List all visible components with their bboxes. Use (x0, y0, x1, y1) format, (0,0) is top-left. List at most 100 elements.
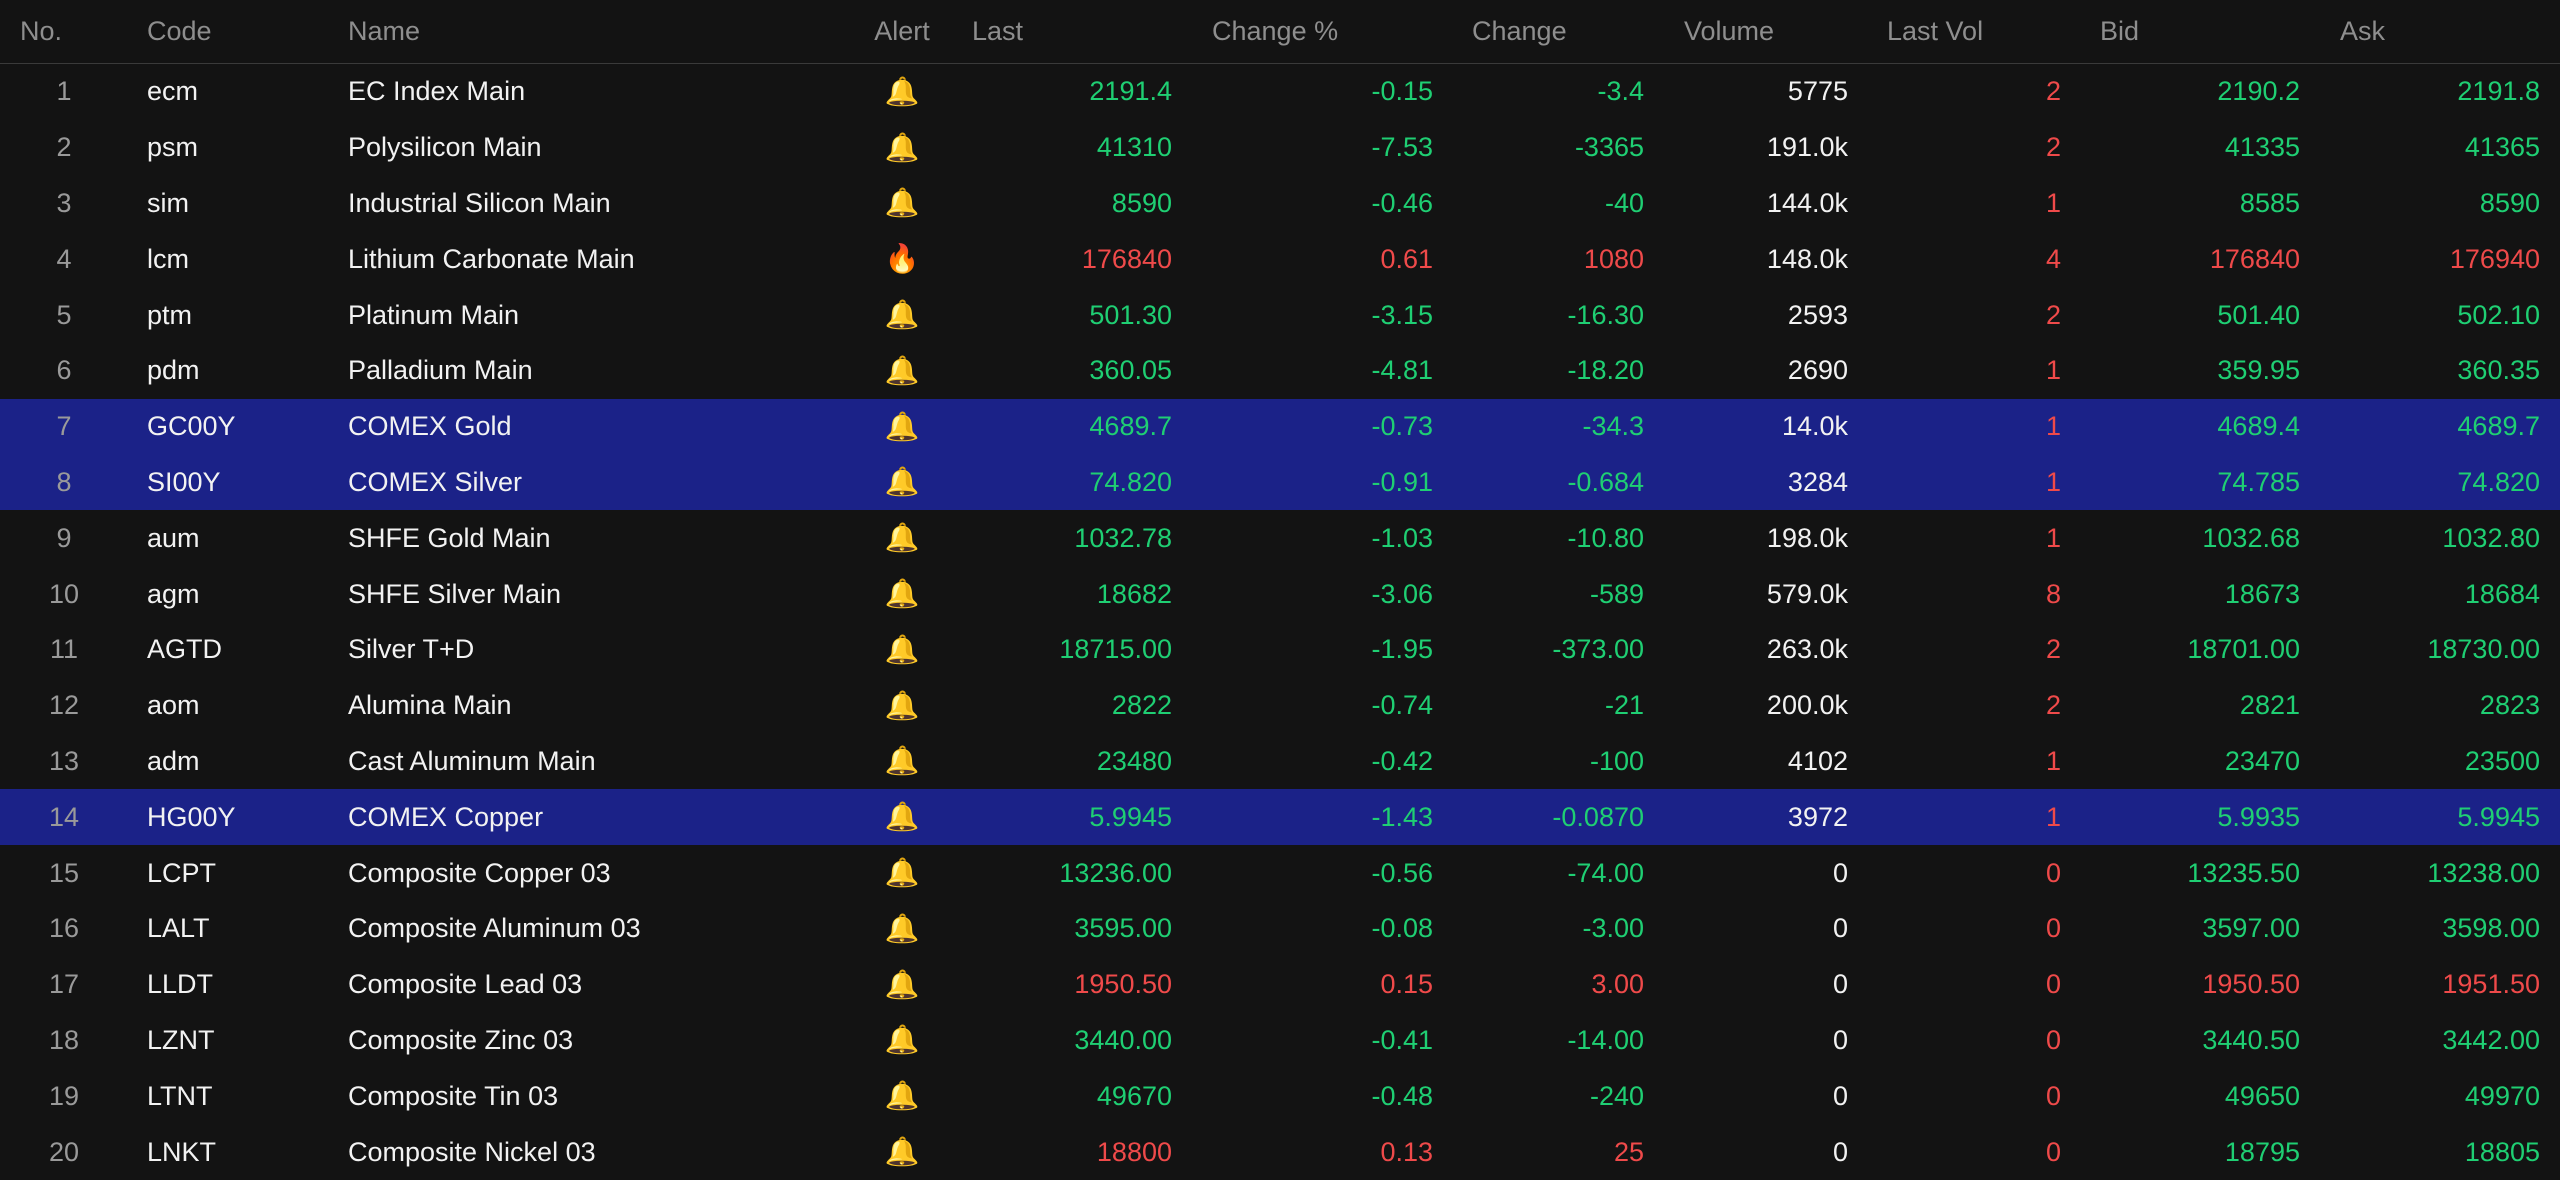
row-ask: 8590 (2479, 187, 2540, 218)
table-row[interactable]: 3 sim Industrial Silicon Main 🔔 8590 -0.46 -40… (0, 176, 2560, 232)
table-row[interactable]: 11 AGTD Silver T+D 🔔 18715.00 -1.95 -373.00 263… (0, 622, 2560, 678)
row-alert[interactable]: 🔔 (862, 64, 942, 120)
table-row[interactable]: 15 LCPT Composite Copper 03 🔔 13236.00 -0.56 -… (0, 845, 2560, 901)
table-row[interactable]: 18 LZNT Composite Zinc 03 🔔 3440.00 -0.41 -14.… (0, 1013, 2560, 1069)
header-name[interactable]: Name (348, 16, 421, 46)
bell-icon[interactable]: 🔔 (884, 857, 920, 889)
table-row[interactable]: 6 pdm Palladium Main 🔔 360.05 -4.81 -18.20 2690… (0, 343, 2560, 399)
header-last-vol[interactable]: Last Vol (1887, 16, 1984, 46)
row-alert[interactable]: 🔔 (862, 957, 942, 1013)
row-ask: 3442.00 (2442, 1024, 2540, 1055)
table-row[interactable]: 1 ecm EC Index Main 🔔 2191.4 -0.15 -3.4 5775 2 21… (0, 64, 2560, 120)
bell-icon[interactable]: 🔔 (884, 354, 920, 386)
header-alert[interactable]: Alert (874, 16, 930, 46)
table-row[interactable]: 2 psm Polysilicon Main 🔔 41310 -7.53 -3365 191.… (0, 120, 2560, 176)
row-alert[interactable]: 🔔 (862, 399, 942, 455)
row-last-vol: 2 (2045, 76, 2061, 107)
header-ask[interactable]: Ask (2340, 16, 2386, 46)
bell-icon[interactable]: 🔔 (884, 633, 920, 665)
bell-icon[interactable]: 🔔 (884, 578, 920, 610)
bell-icon[interactable]: 🔔 (884, 410, 920, 442)
bell-icon[interactable]: 🔔 (884, 131, 920, 163)
row-last-vol: 1 (2045, 355, 2061, 386)
row-last: 2822 (1111, 690, 1172, 721)
row-no: 19 (48, 1080, 80, 1111)
row-last: 360.05 (1089, 355, 1172, 386)
table-row[interactable]: 12 aom Alumina Main 🔔 2822 -0.74 -21 200.0k 2 282… (0, 678, 2560, 734)
bell-icon[interactable]: 🔔 (884, 689, 920, 721)
row-alert[interactable]: 🔥 (862, 231, 942, 287)
row-last: 3595.00 (1074, 913, 1172, 944)
table-row[interactable]: 17 LLDT Composite Lead 03 🔔 1950.50 0.15 3.00 0… (0, 957, 2560, 1013)
row-volume: 0 (1832, 1024, 1848, 1055)
row-name: Polysilicon Main (348, 132, 542, 163)
bell-icon[interactable]: 🔔 (884, 801, 920, 833)
header-change[interactable]: Change (1472, 16, 1567, 46)
table-row[interactable]: 5 ptm Platinum Main 🔔 501.30 -3.15 -16.30 2593 2… (0, 287, 2560, 343)
table-row[interactable]: 16 LALT Composite Aluminum 03 🔔 3595.00 -0.08… (0, 901, 2560, 957)
row-change: -74.00 (1567, 857, 1644, 888)
bell-icon[interactable]: 🔔 (884, 299, 920, 331)
row-change-pct: -1.03 (1371, 522, 1433, 553)
row-alert[interactable]: 🔔 (862, 1013, 942, 1069)
row-change-pct: -0.56 (1371, 857, 1433, 888)
row-alert[interactable]: 🔔 (862, 678, 942, 734)
header-volume[interactable]: Volume (1684, 16, 1775, 46)
row-alert[interactable]: 🔔 (862, 1124, 942, 1180)
table-row[interactable]: 4 lcm Lithium Carbonate Main 🔥 176840 0.61 108… (0, 231, 2560, 287)
header-last[interactable]: Last (972, 16, 1024, 46)
bell-icon[interactable]: 🔔 (884, 1080, 920, 1112)
row-change-pct: -3.15 (1371, 299, 1433, 330)
row-alert[interactable]: 🔔 (862, 455, 942, 511)
table-row[interactable]: 8 SI00Y COMEX Silver 🔔 74.820 -0.91 -0.684 3284… (0, 454, 2560, 511)
header-code[interactable]: Code (147, 16, 212, 46)
table-row[interactable]: 9 aum SHFE Gold Main 🔔 1032.78 -1.03 -10.80 198… (0, 510, 2560, 566)
row-code: adm (147, 745, 200, 776)
table-row[interactable]: 7 GC00Y COMEX Gold 🔔 4689.7 -0.73 -34.3 14.0k 1 4… (0, 398, 2560, 455)
header-bid[interactable]: Bid (2100, 16, 2140, 46)
row-no: 15 (48, 857, 80, 888)
table-row[interactable]: 20 LNKT Composite Nickel 03 🔔 18800 0.13 25 0 0 1… (0, 1124, 2560, 1180)
row-alert[interactable]: 🔔 (862, 120, 942, 176)
bell-icon[interactable]: 🔔 (884, 1136, 920, 1168)
bell-icon[interactable]: 🔔 (884, 522, 920, 554)
row-alert[interactable]: 🔔 (862, 622, 942, 678)
table-row[interactable]: 14 HG00Y COMEX Copper 🔔 5.9945 -1.43 -0.0870 39… (0, 789, 2560, 846)
row-code: AGTD (147, 634, 223, 665)
row-code: sim (147, 187, 189, 218)
row-alert[interactable]: 🔔 (862, 1068, 942, 1124)
row-code: pdm (147, 355, 200, 386)
row-bid: 41335 (2224, 132, 2300, 163)
row-alert[interactable]: 🔔 (862, 789, 942, 845)
row-name: Cast Aluminum Main (348, 745, 596, 776)
row-volume: 579.0k (1766, 578, 1848, 609)
row-no: 6 (56, 355, 72, 386)
row-alert[interactable]: 🔔 (862, 343, 942, 399)
table-row[interactable]: 10 agm SHFE Silver Main 🔔 18682 -3.06 -589 579.… (0, 566, 2560, 622)
row-alert[interactable]: 🔔 (862, 734, 942, 790)
bell-icon[interactable]: 🔔 (884, 912, 920, 944)
row-alert[interactable]: 🔔 (862, 287, 942, 343)
bell-icon[interactable]: 🔔 (884, 75, 920, 107)
bell-icon[interactable]: 🔔 (884, 968, 920, 1000)
row-alert[interactable]: 🔔 (862, 845, 942, 901)
row-name: COMEX Silver (348, 466, 523, 497)
row-change: 3.00 (1591, 969, 1644, 1000)
bell-icon[interactable]: 🔔 (884, 466, 920, 498)
row-code: SI00Y (147, 466, 221, 497)
row-alert[interactable]: 🔔 (862, 510, 942, 566)
row-alert[interactable]: 🔔 (862, 566, 942, 622)
header-change-pct[interactable]: Change % (1212, 16, 1339, 46)
row-change-pct: -7.53 (1371, 132, 1433, 163)
bell-icon[interactable]: 🔔 (884, 1024, 920, 1056)
header-no[interactable]: No. (20, 16, 63, 46)
fire-icon[interactable]: 🔥 (884, 243, 920, 275)
table-row[interactable]: 19 LTNT Composite Tin 03 🔔 49670 -0.48 -240 0 0 4… (0, 1068, 2560, 1124)
row-alert[interactable]: 🔔 (862, 176, 942, 232)
bell-icon[interactable]: 🔔 (884, 745, 920, 777)
row-change: -0.0870 (1552, 801, 1644, 832)
table-row[interactable]: 13 adm Cast Aluminum Main 🔔 23480 -0.42 -100 41… (0, 734, 2560, 790)
bell-icon[interactable]: 🔔 (884, 187, 920, 219)
row-alert[interactable]: 🔔 (862, 901, 942, 957)
